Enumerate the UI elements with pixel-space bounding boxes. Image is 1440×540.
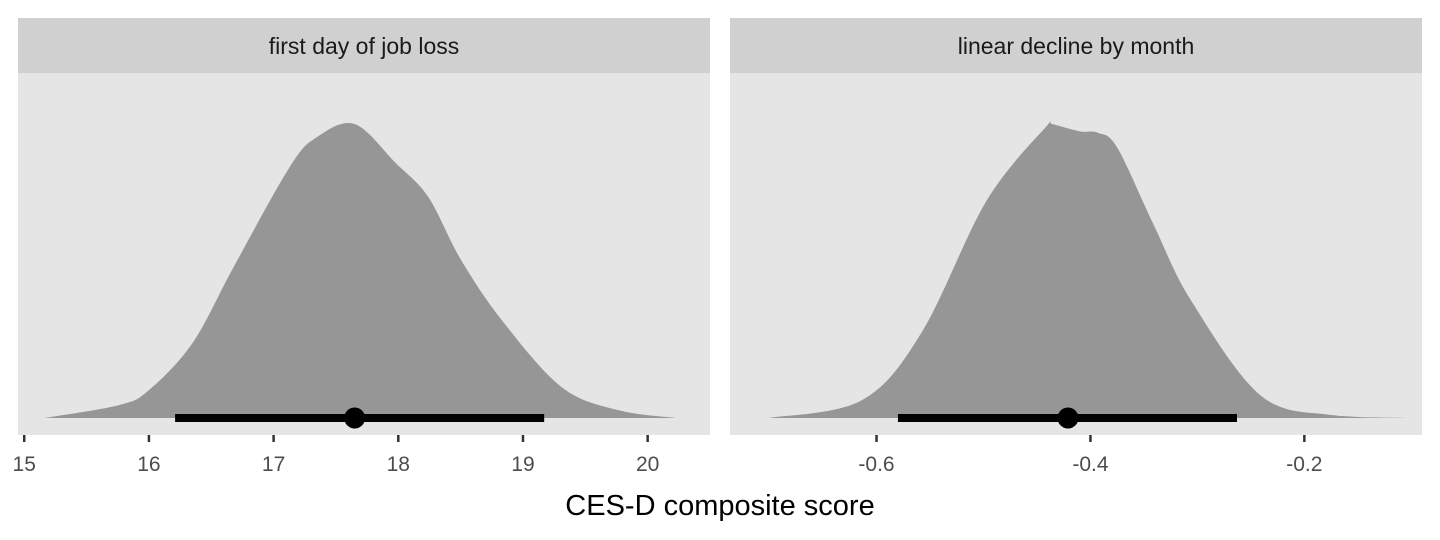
- facet-strip: [730, 18, 1422, 73]
- facet-strip: [18, 18, 710, 73]
- x-tick-label: -0.4: [1072, 453, 1109, 476]
- x-tick-label: 18: [387, 453, 410, 476]
- x-tick-label: -0.2: [1286, 453, 1322, 476]
- x-tick-label: 17: [262, 453, 285, 476]
- facet-first-day-of-job-loss: first day of job loss 15 16 17 18 19 20: [13, 18, 710, 476]
- facet-linear-decline-by-month: linear decline by month -0.6 -0.4 -0.2: [730, 18, 1422, 476]
- x-tick-label: 19: [511, 453, 534, 476]
- point-estimate: [1057, 407, 1079, 429]
- facet-strip-label: first day of job loss: [269, 33, 459, 59]
- x-tick-label: 15: [13, 453, 36, 476]
- density-area: [768, 118, 1406, 419]
- x-tick-label: -0.6: [858, 453, 894, 476]
- point-estimate: [344, 407, 366, 429]
- x-axis-title: CES-D composite score: [565, 490, 874, 522]
- facet-strip-label: linear decline by month: [958, 33, 1195, 59]
- x-tick-label: 20: [636, 453, 659, 476]
- x-tick-label: 16: [137, 453, 160, 476]
- density-area: [44, 122, 677, 419]
